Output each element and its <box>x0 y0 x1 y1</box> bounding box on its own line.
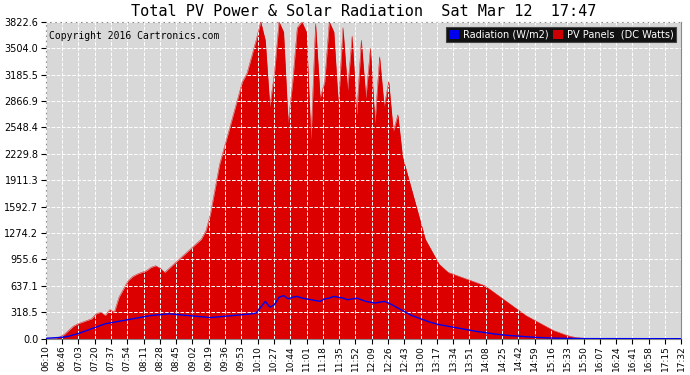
Text: Copyright 2016 Cartronics.com: Copyright 2016 Cartronics.com <box>49 31 219 41</box>
Title: Total PV Power & Solar Radiation  Sat Mar 12  17:47: Total PV Power & Solar Radiation Sat Mar… <box>131 4 596 19</box>
Legend: Radiation (W/m2), PV Panels  (DC Watts): Radiation (W/m2), PV Panels (DC Watts) <box>446 27 676 42</box>
